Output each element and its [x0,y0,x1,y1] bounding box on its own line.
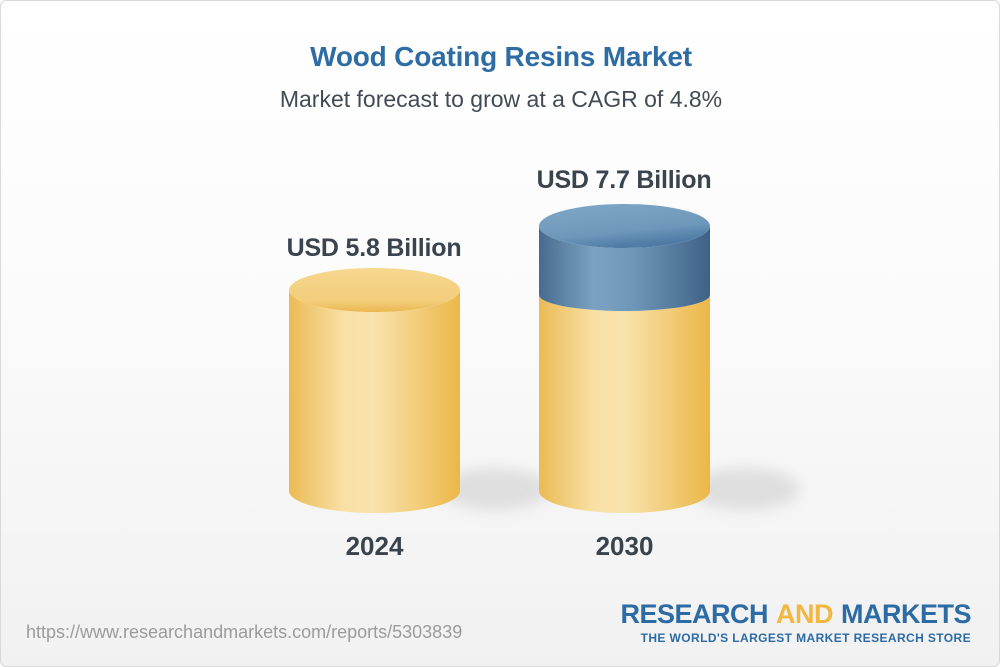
research-and-markets-logo: RESEARCH AND MARKETS THE WORLD'S LARGEST… [620,601,971,645]
bar-2024-shadow [440,468,550,510]
page-title: Wood Coating Resins Market [310,41,692,72]
bar-2024 [289,268,550,513]
bar-2024-value-label: USD 5.8 Billion [286,234,462,262]
report-url: https://www.researchandmarkets.com/repor… [26,622,463,642]
bar-2030-category-label: 2030 [595,531,654,561]
logo-word-research: RESEARCH [620,599,768,629]
logo-word-and: AND [776,599,834,629]
logo-tagline: THE WORLD'S LARGEST MARKET RESEARCH STOR… [640,631,971,645]
page-subtitle: Market forecast to grow at a CAGR of 4.8… [279,86,723,112]
bar-2030-shadow [690,468,800,510]
logo-word-markets: MARKETS [841,599,972,629]
bar-2030-growth-segment [539,226,710,311]
bar-2024-top-cap [289,268,460,312]
logo-wordmark: RESEARCH AND MARKETS [620,601,971,628]
bar-2030-value-label: USD 7.7 Billion [536,166,712,194]
bar-2024-category-label: 2024 [345,531,404,561]
bar-2024-body [289,290,460,513]
bar-2030 [539,204,800,513]
bar-2030-top-cap [539,204,710,248]
bar-2030-base-segment [539,295,710,513]
